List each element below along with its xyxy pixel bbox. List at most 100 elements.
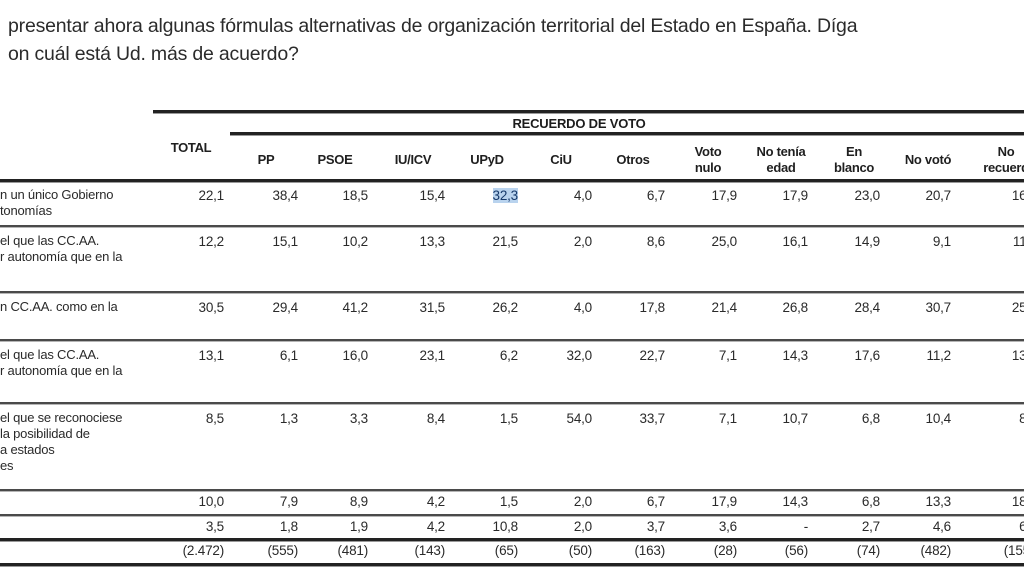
cell-value: 1,3 (279, 411, 298, 426)
table-cell: 4,2 (385, 519, 445, 534)
table-cell: 32,0 (532, 348, 593, 363)
cell-value: 10,2 (342, 234, 369, 249)
cell-value: (28) (713, 543, 737, 558)
table-cell: 2,0 (532, 519, 592, 534)
row-label-line: r autonomía que en la (0, 363, 123, 378)
table-cell: 17,9 (677, 188, 738, 203)
cell-value: (50) (568, 543, 592, 558)
cell-value: 17,9 (711, 494, 738, 509)
cell-value: 23,0 (854, 188, 881, 203)
row-label: n CC.AA. como en la (0, 299, 118, 315)
col-header-line-1: No votó (904, 152, 952, 167)
cell-value: 9,1 (932, 234, 951, 249)
cell-value: 10,7 (782, 411, 809, 426)
cell-value: 6,8 (861, 494, 880, 509)
row-label-line: n CC.AA. como en la (0, 299, 118, 314)
table-cell: (155 (970, 543, 1024, 558)
cell-value: 2,0 (573, 494, 592, 509)
row-label: el que las CC.AA. r autonomía que en la (0, 347, 122, 379)
table-cell: 8,4 (385, 411, 445, 426)
table-cell: 6,1 (238, 348, 298, 363)
cell-value: 33,7 (639, 411, 666, 426)
cell-value: 54,0 (566, 411, 593, 426)
cell-value: 6,2 (499, 348, 518, 363)
table-cell: 21,5 (458, 234, 519, 249)
row-divider (0, 339, 1024, 342)
col-header-no: Norecuerd (966, 144, 1024, 176)
cell-value: (65) (494, 543, 518, 558)
cell-value: (56) (784, 543, 808, 558)
cell-value: 18,5 (342, 188, 369, 203)
col-header-line-1: En (845, 144, 862, 159)
table-cell: 1,9 (308, 519, 368, 534)
cell-value: 1,5 (499, 494, 518, 509)
table-cell: 8, (970, 411, 1024, 426)
cell-value: 3,5 (205, 519, 224, 534)
table-cell: 10,7 (748, 411, 809, 426)
cell-value: 25,0 (711, 234, 738, 249)
cell-value: (2.472) (182, 543, 225, 558)
table-cell: 16, (970, 188, 1024, 203)
cell-value: (74) (856, 543, 880, 558)
table-cell: 16,0 (308, 348, 369, 363)
table-cell: 1,5 (458, 494, 518, 509)
cell-value: 38,4 (272, 188, 299, 203)
row-divider (0, 225, 1024, 228)
cell-value: 10,0 (198, 494, 225, 509)
table-cell: (555) (238, 543, 298, 558)
table-cell: 8,9 (308, 494, 368, 509)
table-cell: 1,5 (458, 411, 518, 426)
col-header-otros: Otros (593, 152, 673, 168)
table-cell: 4,6 (891, 519, 951, 534)
table-cell: 1,3 (238, 411, 298, 426)
cell-value: 12,2 (198, 234, 225, 249)
group-header-recuerdo-de-voto: RECUERDO DE VOTO (512, 116, 646, 131)
table-cell: 6,7 (605, 494, 665, 509)
table-cell: 41,2 (308, 300, 369, 315)
cell-value: 8, (1019, 411, 1024, 426)
col-header-line-1: PSOE (317, 152, 353, 167)
table-cell: 11,2 (891, 348, 952, 363)
table-cell: 6,8 (820, 411, 880, 426)
cell-value: 21,5 (492, 234, 519, 249)
question-line-2: on cuál está Ud. más de acuerdo? (8, 43, 299, 65)
table-cell: 10,2 (308, 234, 369, 249)
table-cell: 7,1 (677, 411, 737, 426)
table-cell: 9,1 (891, 234, 951, 249)
cell-value: 17,9 (711, 188, 738, 203)
col-header-line-2: edad (766, 160, 796, 175)
table-cell: 54,0 (532, 411, 593, 426)
table-cell: 2,0 (532, 494, 592, 509)
table-cell: (65) (458, 543, 518, 558)
cell-value: 1,8 (279, 519, 298, 534)
cell-value: (481) (337, 543, 368, 558)
cell-value: 2,7 (861, 519, 880, 534)
table-cell: 23,1 (385, 348, 446, 363)
cell-value: - (803, 519, 809, 534)
table-cell: 10,4 (891, 411, 952, 426)
table-cell: 6,7 (605, 188, 665, 203)
table-cell: 10,8 (458, 519, 519, 534)
table-cell: 26,8 (748, 300, 809, 315)
table-cell: 11, (970, 234, 1024, 249)
cell-value: 3,7 (646, 519, 665, 534)
col-header-pp: PP (226, 152, 306, 168)
cell-value: (155 (1003, 543, 1024, 558)
table-cell: - (748, 519, 809, 534)
col-header-line-2: blanco (833, 160, 875, 175)
col-header-line-2: recuerd (983, 160, 1024, 175)
table-cell: 17,8 (605, 300, 666, 315)
cell-value: 13,1 (198, 348, 225, 363)
cell-value: 25, (1011, 300, 1024, 315)
table-cell: 3,7 (605, 519, 665, 534)
cell-value: 13,3 (419, 234, 446, 249)
row-label-line: el que se reconociese (0, 410, 123, 425)
header-bottom-rule (0, 179, 1024, 183)
cell-value: 4,0 (573, 300, 592, 315)
table-cell: (50) (532, 543, 592, 558)
table-cell: (481) (308, 543, 368, 558)
cell-value: 29,4 (272, 300, 299, 315)
row-label: el que las CC.AA. r autonomía que en la (0, 233, 122, 265)
table-cell: 14,3 (748, 494, 809, 509)
cell-value: 18, (1011, 494, 1024, 509)
